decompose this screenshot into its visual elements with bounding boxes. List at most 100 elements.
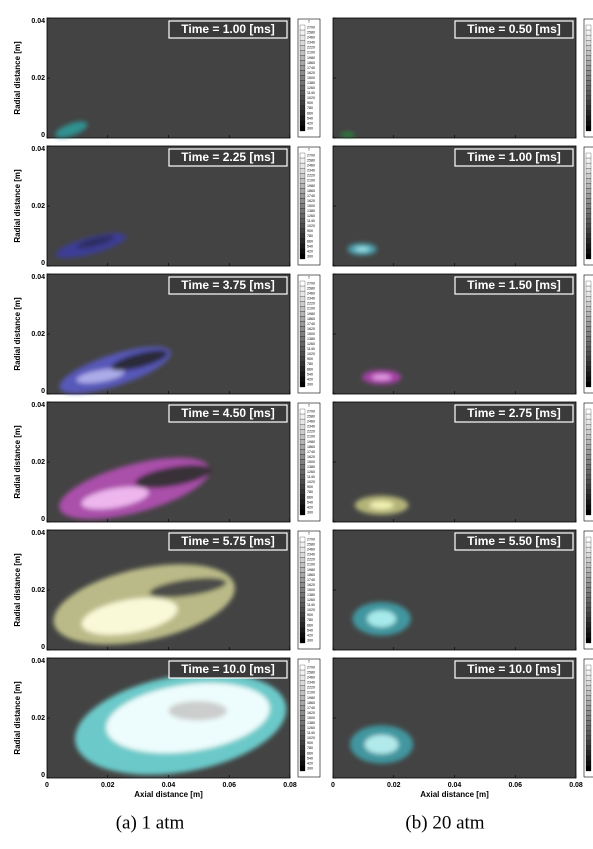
colorbar-swatch <box>586 244 591 249</box>
colorbar-swatch <box>300 547 305 552</box>
colorbar-swatch <box>586 675 591 680</box>
time-label: Time = 1.00 [ms] <box>181 22 275 36</box>
colorbar-label: 1260 <box>307 214 315 218</box>
colorbar-label: 2340 <box>307 41 315 45</box>
colorbar-swatch <box>586 567 591 572</box>
colorbar-label: 1860 <box>307 445 315 449</box>
colorbar-swatch <box>300 726 305 731</box>
colorbar-label: 2580 <box>307 543 315 547</box>
colorbar-label: 1500 <box>307 332 315 336</box>
caption: (b) 20 atm <box>405 812 484 833</box>
colorbar-swatch <box>586 316 591 321</box>
colorbar-swatch <box>586 721 591 726</box>
colorbar-swatch <box>586 766 591 771</box>
colorbar-swatch <box>300 30 305 35</box>
y-tick-label: 0.02 <box>31 203 45 210</box>
colorbar-swatch <box>300 429 305 434</box>
colorbar-swatch <box>300 55 305 60</box>
colorbar-swatch <box>300 414 305 419</box>
colorbar-label: 1260 <box>307 726 315 730</box>
colorbar-swatch <box>586 281 591 286</box>
colorbar-swatch <box>586 193 591 198</box>
y-tick-label: 0 <box>41 516 45 523</box>
colorbar-swatch <box>300 444 305 449</box>
colorbar-swatch <box>586 55 591 60</box>
y-tick-label: 0.04 <box>31 402 45 409</box>
y-tick-label: 0 <box>41 644 45 651</box>
colorbar-label: 2580 <box>307 31 315 35</box>
colorbar-swatch <box>300 465 305 470</box>
colorbar-swatch <box>300 593 305 598</box>
colorbar-swatch <box>586 311 591 316</box>
colorbar-label: 1980 <box>307 184 315 188</box>
colorbar-label: 780 <box>307 490 313 494</box>
colorbar-swatch <box>586 126 591 131</box>
colorbar-label: 1740 <box>307 706 315 710</box>
colorbar-label: 300 <box>307 510 313 514</box>
colorbar-label: 900 <box>307 357 313 361</box>
colorbar-label: 1380 <box>307 209 315 213</box>
colorbar-swatch <box>300 705 305 710</box>
y-axis-label: Radial distance [m] <box>13 553 22 627</box>
colorbar-swatch <box>586 183 591 188</box>
colorbar-swatch <box>300 281 305 286</box>
colorbar-label: 1500 <box>307 460 315 464</box>
colorbar-swatch <box>586 736 591 741</box>
colorbar-label: 900 <box>307 485 313 489</box>
colorbar-swatch <box>586 470 591 475</box>
colorbar-swatch <box>300 50 305 55</box>
colorbar-swatch <box>300 675 305 680</box>
flame-contour <box>367 610 396 627</box>
colorbar-label: 2580 <box>307 159 315 163</box>
colorbar-swatch <box>300 495 305 500</box>
colorbar-swatch <box>586 726 591 731</box>
colorbar-label: 780 <box>307 106 313 110</box>
flame-field <box>340 132 355 137</box>
colorbar-swatch <box>300 111 305 116</box>
colorbar-swatch <box>586 106 591 111</box>
colorbar-label: 2700 <box>307 281 315 285</box>
colorbar-swatch <box>586 459 591 464</box>
colorbar-swatch <box>300 459 305 464</box>
colorbar-label: 1860 <box>307 317 315 321</box>
colorbar-label: 2220 <box>307 174 315 178</box>
colorbar-label: 1740 <box>307 578 315 582</box>
colorbar-label: 2220 <box>307 46 315 50</box>
colorbar-swatch <box>586 603 591 608</box>
colorbar-label: 300 <box>307 382 313 386</box>
colorbar-label: 420 <box>307 633 313 637</box>
colorbar-label: 2220 <box>307 302 315 306</box>
colorbar-swatch <box>300 618 305 623</box>
colorbar-swatch <box>300 741 305 746</box>
colorbar-swatch <box>586 25 591 30</box>
colorbar-swatch <box>300 249 305 254</box>
colorbar-label: 780 <box>307 362 313 366</box>
colorbar-swatch <box>300 424 305 429</box>
colorbar-swatch <box>586 449 591 454</box>
colorbar-swatch <box>586 96 591 101</box>
colorbar-swatch <box>586 670 591 675</box>
colorbar-swatch <box>586 50 591 55</box>
colorbar-label: 1980 <box>307 440 315 444</box>
colorbar-label: 420 <box>307 121 313 125</box>
colorbar-swatch <box>300 454 305 459</box>
colorbar-label: 2580 <box>307 287 315 291</box>
colorbar-swatch <box>300 254 305 259</box>
colorbar-label: 540 <box>307 628 313 632</box>
colorbar-swatch <box>300 96 305 101</box>
colorbar-swatch <box>300 746 305 751</box>
colorbar-label: 2340 <box>307 681 315 685</box>
colorbar-label: 1140 <box>307 347 315 351</box>
colorbar-swatch <box>300 623 305 628</box>
colorbar-label: 900 <box>307 741 313 745</box>
colorbar-label: 660 <box>307 239 313 243</box>
colorbar-label: 1620 <box>307 711 315 715</box>
colorbar-swatch <box>300 229 305 234</box>
colorbar-swatch <box>300 301 305 306</box>
colorbar-swatch <box>300 552 305 557</box>
colorbar-label: 1740 <box>307 66 315 70</box>
colorbar-label: 540 <box>307 244 313 248</box>
colorbar-swatch <box>300 409 305 414</box>
y-tick-label: 0 <box>41 772 45 779</box>
colorbar-swatch <box>586 690 591 695</box>
